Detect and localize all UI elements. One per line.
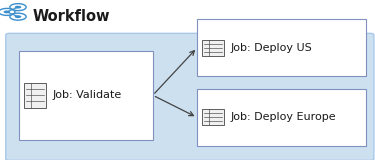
FancyBboxPatch shape: [202, 40, 223, 56]
Circle shape: [15, 15, 21, 18]
FancyBboxPatch shape: [197, 89, 366, 146]
FancyBboxPatch shape: [6, 33, 374, 160]
FancyBboxPatch shape: [197, 19, 366, 76]
Circle shape: [3, 10, 10, 13]
Circle shape: [15, 6, 21, 9]
Text: Workflow: Workflow: [32, 9, 110, 24]
Text: Job: Validate: Job: Validate: [53, 90, 122, 100]
FancyBboxPatch shape: [24, 83, 46, 108]
Text: Job: Deploy Europe: Job: Deploy Europe: [230, 112, 336, 123]
FancyBboxPatch shape: [20, 51, 153, 140]
FancyBboxPatch shape: [202, 109, 223, 125]
Text: Job: Deploy US: Job: Deploy US: [230, 43, 312, 53]
